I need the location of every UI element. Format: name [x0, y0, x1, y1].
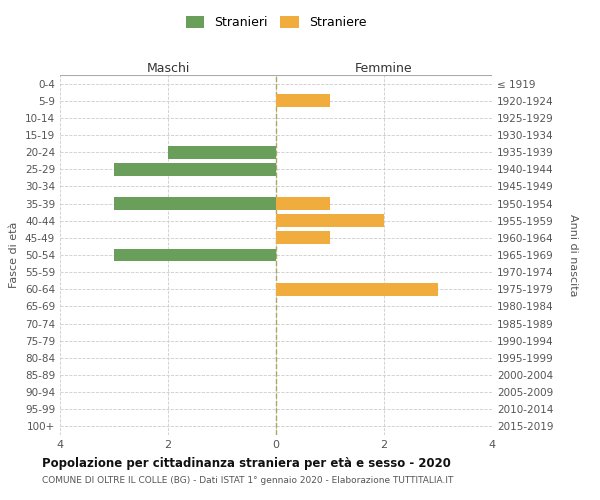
Text: Femmine: Femmine [355, 62, 413, 74]
Bar [114, 248, 276, 262]
Bar [114, 197, 276, 210]
Bar [276, 197, 330, 210]
Bar [276, 232, 330, 244]
Bar [168, 146, 276, 158]
Text: COMUNE DI OLTRE IL COLLE (BG) - Dati ISTAT 1° gennaio 2020 - Elaborazione TUTTIT: COMUNE DI OLTRE IL COLLE (BG) - Dati IST… [42, 476, 454, 485]
Bar [276, 283, 438, 296]
Bar [276, 214, 384, 227]
Text: Popolazione per cittadinanza straniera per età e sesso - 2020: Popolazione per cittadinanza straniera p… [42, 458, 451, 470]
Y-axis label: Anni di nascita: Anni di nascita [568, 214, 577, 296]
Bar [276, 94, 330, 107]
Text: Maschi: Maschi [146, 62, 190, 74]
Bar [114, 163, 276, 175]
Y-axis label: Fasce di età: Fasce di età [10, 222, 19, 288]
Legend: Stranieri, Straniere: Stranieri, Straniere [181, 11, 371, 34]
